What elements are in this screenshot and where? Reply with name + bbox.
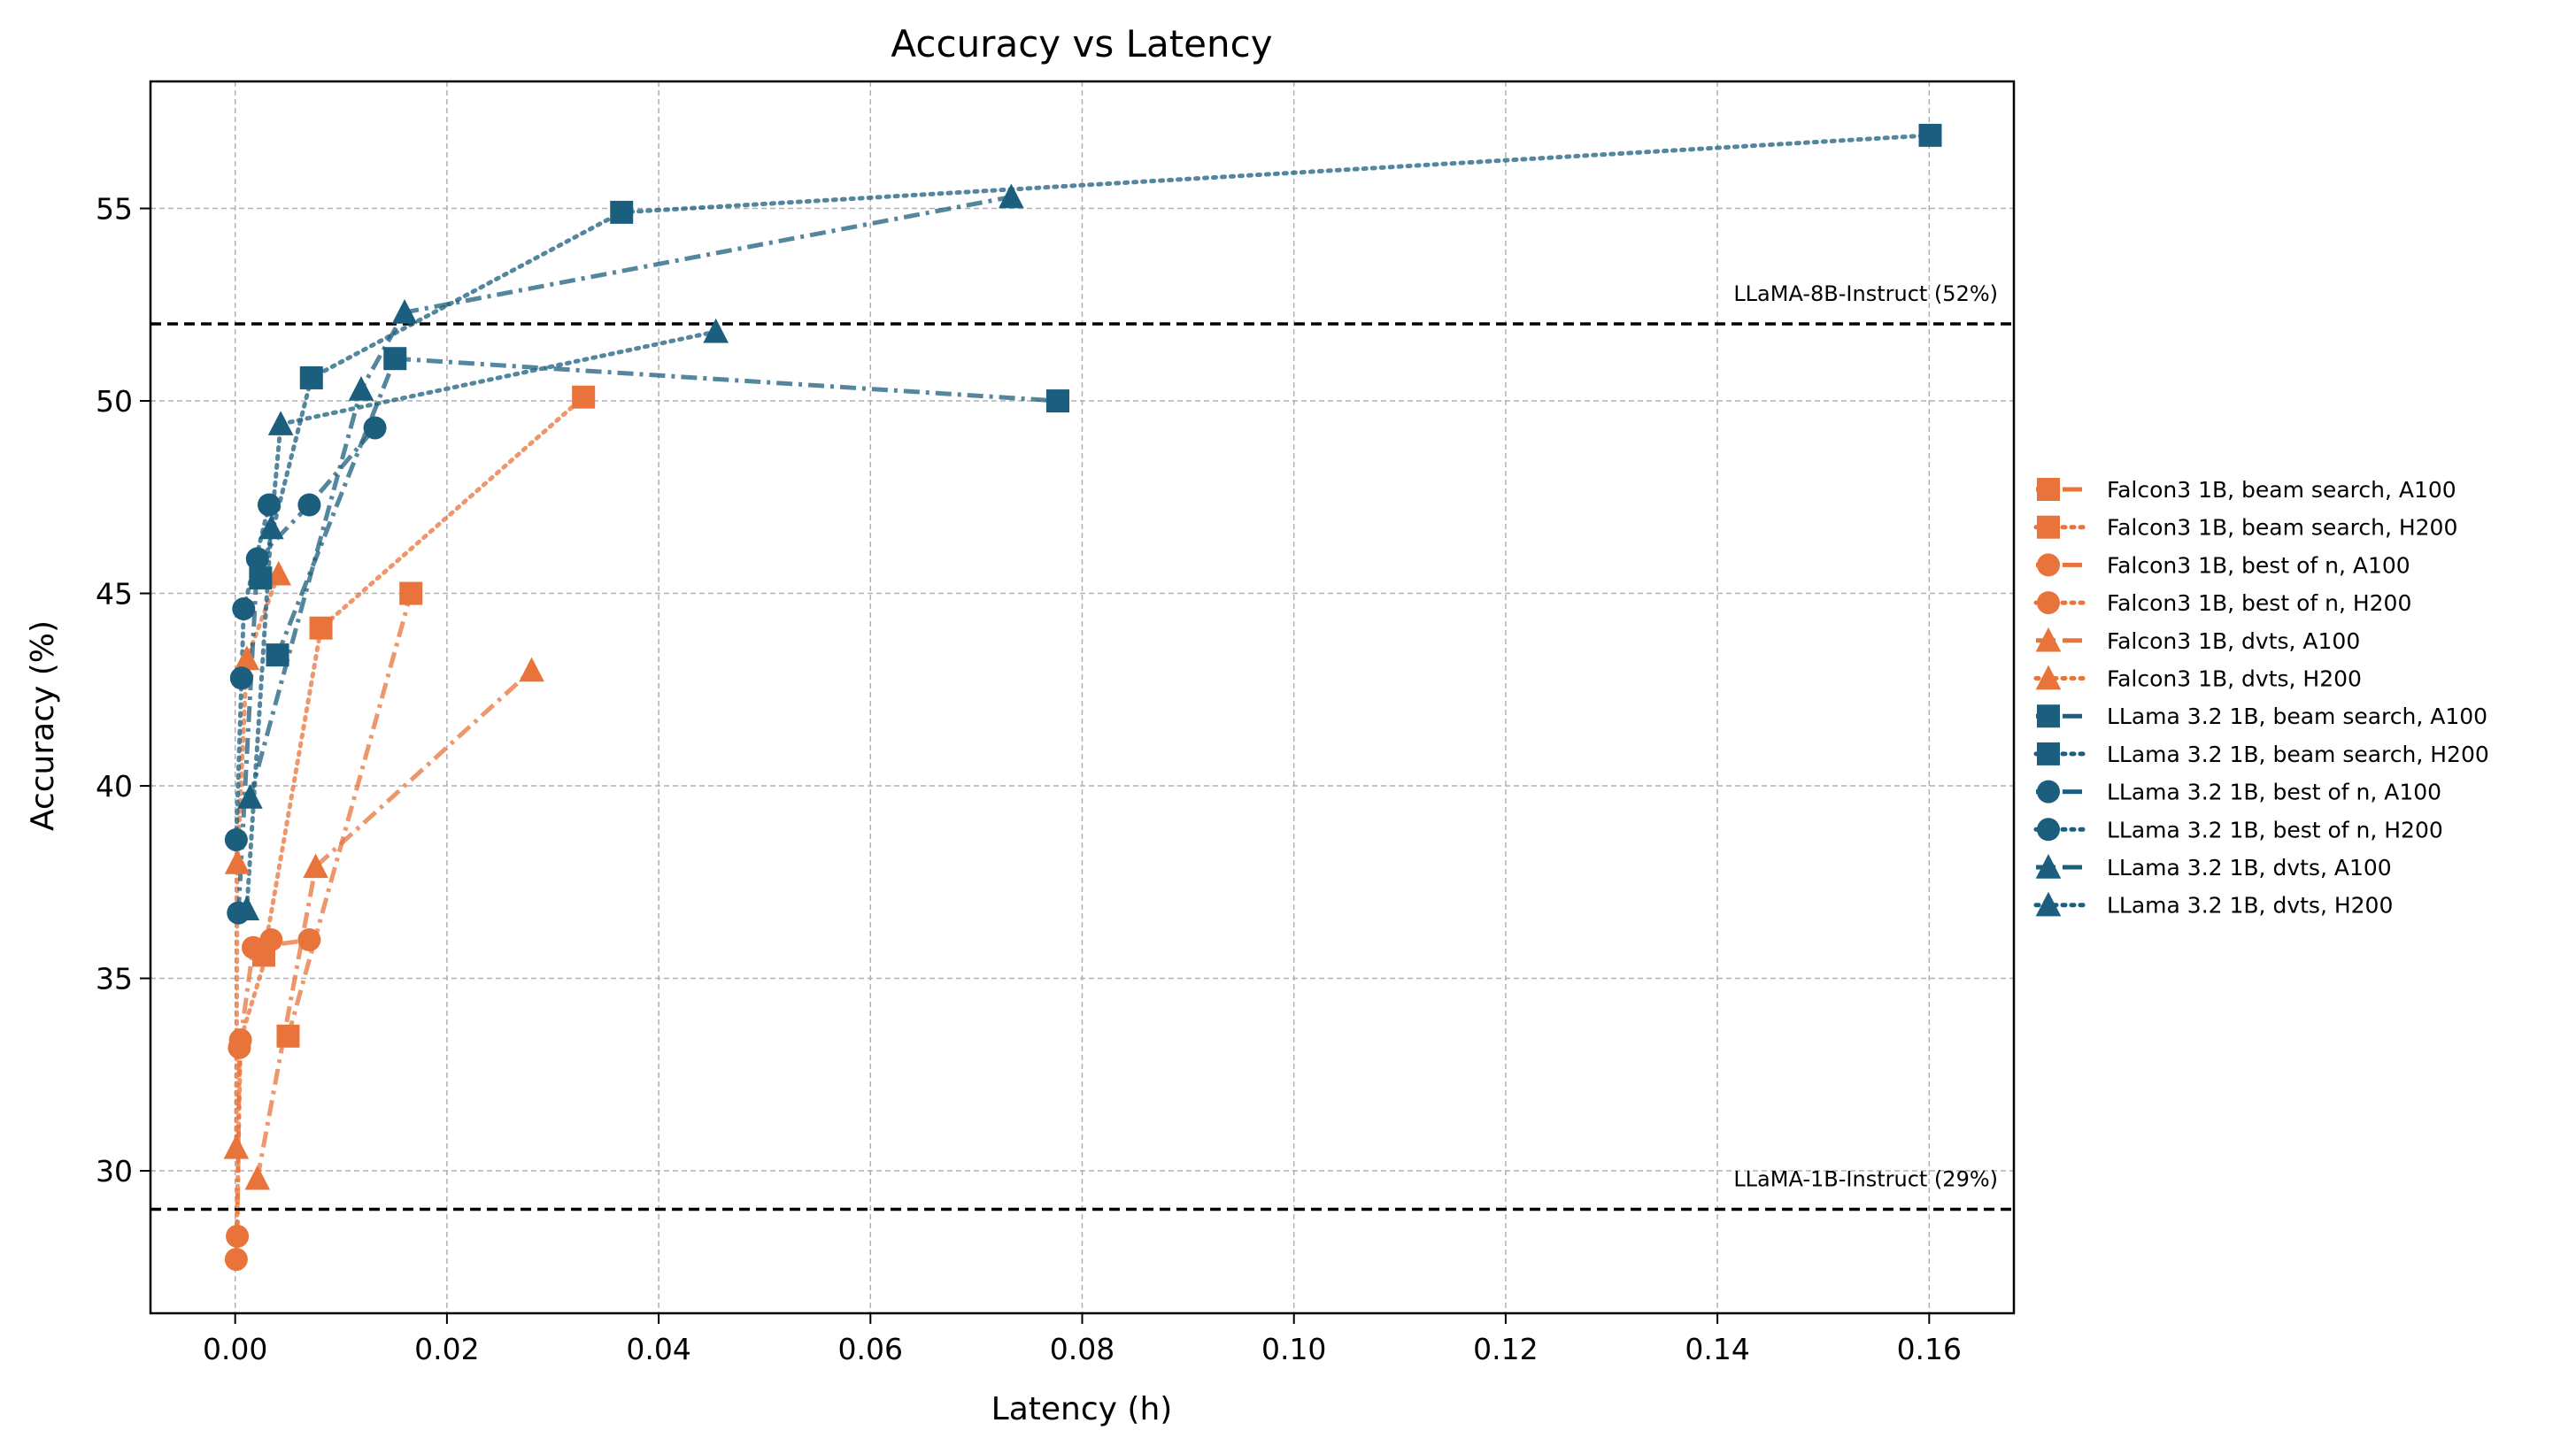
data-point-square (572, 385, 596, 409)
data-point-circle (297, 928, 321, 952)
series-line (234, 572, 282, 1150)
data-point-square (309, 616, 333, 640)
data-point-circle (228, 1028, 252, 1052)
data-point-square (1045, 389, 1069, 413)
data-markers (223, 123, 1942, 1272)
data-point-triangle (303, 853, 328, 879)
legend-marker (2037, 515, 2060, 539)
data-point-triangle (267, 411, 294, 435)
x-tick-label: 0.10 (1261, 1332, 1326, 1366)
legend-marker (2037, 553, 2060, 577)
legend-label: LLama 3.2 1B, best of n, A100 (2107, 780, 2441, 805)
reference-line-label: LLaMA-8B-Instruct (52%) (1733, 281, 1998, 306)
data-point-square (610, 200, 634, 224)
data-point-square (299, 365, 323, 389)
legend: Falcon3 1B, beam search, A100 Falcon3 1B,… (2033, 477, 2489, 919)
data-point-circle (242, 935, 266, 959)
series-line (244, 329, 719, 911)
legend-label: Falcon3 1B, dvts, A100 (2107, 628, 2360, 654)
data-point-triangle (237, 784, 263, 809)
legend-marker (2035, 854, 2062, 879)
x-tick-label: 0.06 (838, 1332, 903, 1366)
chart-title: Accuracy vs Latency (891, 22, 1272, 65)
reference-line-label: LLaMA-1B-Instruct (29%) (1733, 1167, 1998, 1192)
legend-marker (2035, 891, 2062, 917)
data-point-triangle (224, 850, 251, 874)
legend-label: LLama 3.2 1B, dvts, H200 (2107, 893, 2393, 919)
data-point-triangle (223, 1134, 250, 1159)
legend-marker (2037, 478, 2060, 501)
legend-label: Falcon3 1B, best of n, A100 (2107, 552, 2410, 578)
data-point-triangle (244, 1165, 271, 1190)
y-tick-label: 50 (96, 384, 133, 419)
data-point-triangle (999, 183, 1024, 209)
x-tick-label: 0.08 (1050, 1332, 1114, 1366)
y-tick-label: 55 (96, 192, 133, 227)
data-point-triangle (348, 376, 374, 401)
grid-lines (150, 81, 2014, 1313)
data-point-triangle (391, 299, 418, 324)
data-point-circle (226, 1225, 250, 1248)
legend-label: Falcon3 1B, dvts, H200 (2107, 666, 2362, 692)
data-point-triangle (519, 657, 544, 682)
legend-marker (2037, 591, 2060, 615)
x-tick-label: 0.16 (1897, 1332, 1962, 1366)
y-tick-label: 30 (96, 1154, 133, 1188)
data-point-circle (257, 493, 281, 517)
data-point-square (266, 643, 289, 667)
y-axis-ticks: 30 35 40 45 50 55 (96, 192, 150, 1188)
data-point-triangle (258, 514, 284, 540)
legend-marker (2037, 780, 2060, 804)
legend-marker (2037, 742, 2060, 765)
series-line (258, 133, 1932, 581)
x-tick-label: 0.14 (1685, 1332, 1749, 1366)
data-point-circle (259, 928, 283, 952)
data-point-square (383, 347, 407, 371)
data-point-circle (297, 493, 321, 517)
legend-marker (2037, 704, 2060, 728)
data-point-circle (363, 416, 387, 440)
y-tick-label: 45 (96, 577, 133, 611)
legend-label: LLama 3.2 1B, beam search, H200 (2107, 742, 2489, 767)
y-tick-label: 35 (96, 962, 133, 996)
y-axis-label: Accuracy (%) (25, 620, 61, 831)
data-point-circle (245, 547, 269, 571)
legend-label: LLama 3.2 1B, dvts, A100 (2107, 855, 2392, 881)
series-line (286, 592, 413, 1037)
x-tick-label: 0.02 (414, 1332, 479, 1366)
legend-label: LLama 3.2 1B, beam search, A100 (2107, 704, 2487, 729)
x-tick-label: 0.12 (1473, 1332, 1538, 1366)
data-point-square (249, 566, 273, 590)
data-point-triangle (234, 645, 260, 671)
legend-label: Falcon3 1B, best of n, H200 (2107, 590, 2411, 616)
data-point-circle (224, 1248, 248, 1272)
series-line (255, 668, 534, 1180)
legend-label: Falcon3 1B, beam search, A100 (2107, 477, 2456, 503)
x-axis-ticks: 0.00 0.02 0.04 0.06 0.08 0.10 0.12 0.14 0.16 (203, 1313, 1962, 1366)
legend-marker (2035, 627, 2062, 652)
data-point-circle (229, 666, 253, 690)
x-tick-label: 0.00 (203, 1332, 267, 1366)
data-point-square (1918, 123, 1942, 147)
legend-marker (2035, 665, 2062, 690)
x-axis-label: Latency (h) (991, 1391, 1173, 1427)
data-point-circle (232, 596, 256, 620)
data-point-circle (224, 827, 248, 851)
series-line (247, 195, 1012, 798)
reference-lines: LLaMA-8B-Instruct (52%) LLaMA-1B-Instruct… (150, 281, 2014, 1211)
legend-marker (2037, 818, 2060, 842)
data-point-triangle (234, 896, 260, 920)
legend-label: LLama 3.2 1B, best of n, H200 (2107, 817, 2443, 842)
data-point-square (399, 581, 423, 605)
data-point-triangle (703, 318, 729, 343)
y-tick-label: 40 (96, 769, 133, 804)
legend-label: Falcon3 1B, beam search, H200 (2107, 515, 2457, 541)
x-tick-label: 0.04 (626, 1332, 690, 1366)
data-point-square (276, 1024, 300, 1048)
data-point-triangle (266, 560, 292, 586)
